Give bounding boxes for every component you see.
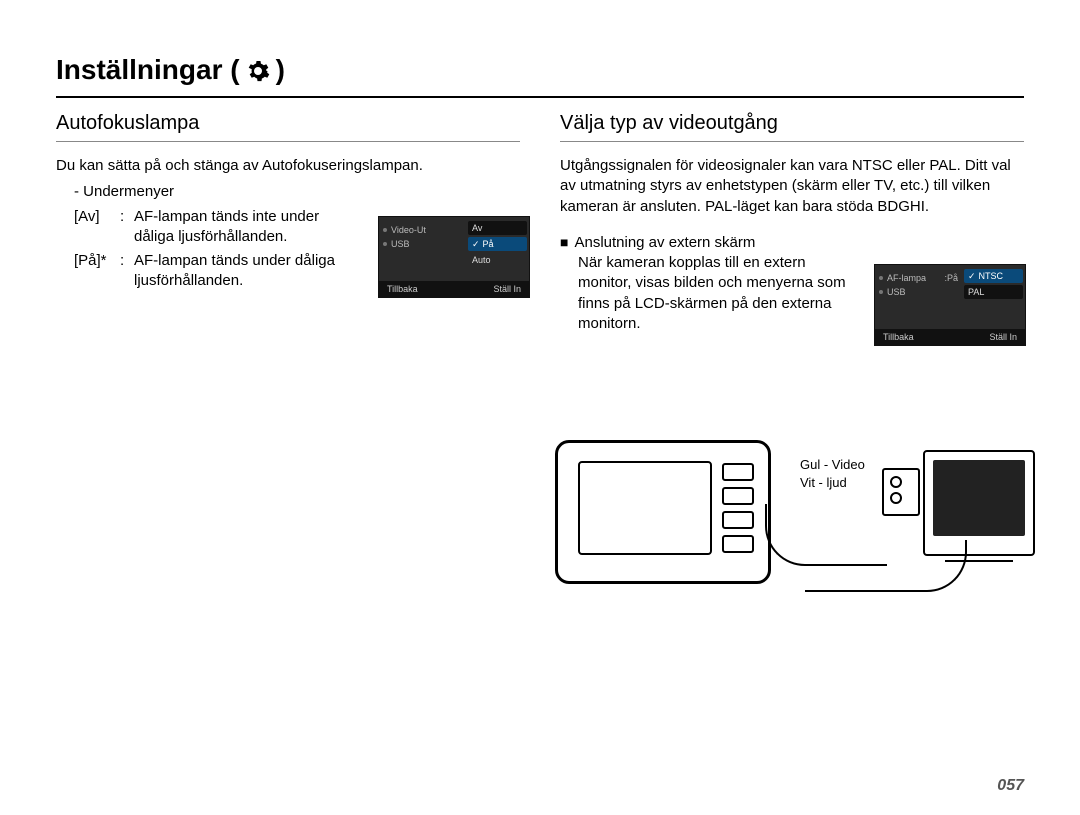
panel-opt-av: Av xyxy=(468,221,527,235)
camera-buttons-icon xyxy=(722,463,758,559)
right-para: Utgångssignalen för videosignaler kan va… xyxy=(560,156,1024,217)
panel-opt-pa: ✓På xyxy=(468,237,527,251)
panel-footer: Tillbaka Ställ In xyxy=(875,329,1025,345)
left-subrule xyxy=(56,141,520,142)
panel-footer: Tillbaka Ställ In xyxy=(379,281,529,297)
panel-left-list: Video-Ut USB xyxy=(379,217,466,281)
rca-plugs-icon xyxy=(882,468,920,516)
menu-panel-left: Video-Ut USB Av ✓På Auto Tillbaka Ställ … xyxy=(378,216,530,298)
bullet-title-row: ■ Anslutning av extern skärm xyxy=(560,233,854,253)
panel-row: AF-lampa :På xyxy=(879,271,958,285)
connection-diagram xyxy=(555,440,1035,620)
panel-row-label: Video-Ut xyxy=(391,225,426,235)
def-text: AF-lampan tänds inte under dåliga ljusfö… xyxy=(134,207,350,248)
def-key: [På]* xyxy=(74,251,120,292)
right-subheading: Välja typ av videoutgång xyxy=(560,112,1024,135)
def-text: AF-lampan tänds under dåliga ljusförhåll… xyxy=(134,251,350,292)
right-subrule xyxy=(560,141,1024,142)
dot-icon xyxy=(383,228,387,232)
left-intro: Du kan sätta på och stänga av Autofokuse… xyxy=(56,156,520,176)
manual-page: Inställningar ( ) Autofokuslampa Du kan … xyxy=(0,0,1080,815)
bullet-body: När kameran kopplas till en extern monit… xyxy=(578,253,854,334)
panel-back: Tillbaka xyxy=(883,332,914,342)
gear-icon xyxy=(246,58,270,82)
panel-set: Ställ In xyxy=(989,332,1017,342)
dot-icon xyxy=(383,242,387,246)
panel-row: Video-Ut xyxy=(383,223,462,237)
title-prefix: Inställningar ( xyxy=(56,54,240,86)
check-icon: ✓ xyxy=(968,271,976,281)
panel-opt-auto: Auto xyxy=(468,253,527,267)
title-suffix: ) xyxy=(276,54,285,86)
check-icon: ✓ xyxy=(472,239,480,249)
panel-opt-ntsc: ✓NTSC xyxy=(964,269,1023,283)
panel-options: Av ✓På Auto xyxy=(466,217,529,281)
def-sep: : xyxy=(120,207,134,248)
panel-row-label: USB xyxy=(887,287,906,297)
panel-set: Ställ In xyxy=(493,284,521,294)
panel-left-list: AF-lampa :På USB xyxy=(875,265,962,329)
page-number: 057 xyxy=(997,777,1024,795)
def-key: [Av] xyxy=(74,207,120,248)
panel-opt-label: På xyxy=(483,239,494,249)
panel-opt-label: NTSC xyxy=(979,271,1004,281)
left-subheading: Autofokuslampa xyxy=(56,112,520,135)
panel-row-label: USB xyxy=(391,239,410,249)
square-bullet-icon: ■ xyxy=(560,234,568,250)
panel-options: ✓NTSC PAL xyxy=(962,265,1025,329)
panel-row: USB xyxy=(879,285,958,299)
camera-icon xyxy=(555,440,771,584)
dot-icon xyxy=(879,290,883,294)
panel-opt-pal: PAL xyxy=(964,285,1023,299)
submenu-label: - Undermenyer xyxy=(74,182,520,202)
monitor-icon xyxy=(923,450,1035,556)
dot-icon xyxy=(879,276,883,280)
def-sep: : xyxy=(120,251,134,292)
panel-row-label: AF-lampa xyxy=(887,273,926,283)
panel-back: Tillbaka xyxy=(387,284,418,294)
page-title: Inställningar ( ) xyxy=(56,54,1024,86)
bullet-title: Anslutning av extern skärm xyxy=(574,234,755,251)
panel-row-value: :På xyxy=(944,273,958,283)
menu-panel-right: AF-lampa :På USB ✓NTSC PAL Tillbaka Ställ… xyxy=(874,264,1026,346)
panel-row: USB xyxy=(383,237,462,251)
def-row-av: [Av] : AF-lampan tänds inte under dåliga… xyxy=(74,207,350,248)
def-row-pa: [På]* : AF-lampan tänds under dåliga lju… xyxy=(74,251,350,292)
heading-rule xyxy=(56,96,1024,98)
